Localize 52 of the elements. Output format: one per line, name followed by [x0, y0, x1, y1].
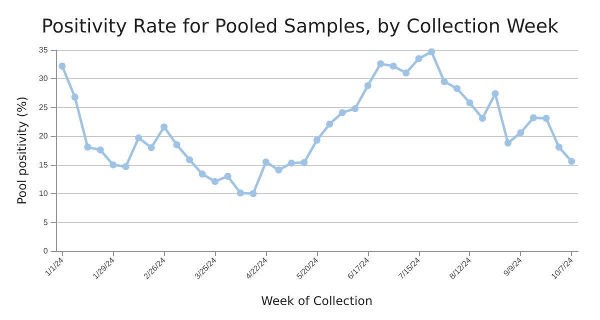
point: [96, 146, 104, 154]
point: [58, 62, 66, 70]
y-tick-label: 5: [43, 218, 48, 227]
point: [262, 158, 270, 166]
point: [478, 114, 486, 122]
point: [288, 160, 295, 167]
point: [236, 190, 244, 196]
y-tick-label: 30: [38, 74, 48, 84]
y-tick-label: 15: [38, 160, 48, 170]
point: [173, 141, 180, 148]
chart-title: Positivity Rate for Pooled Samples, by Collection Week: [41, 16, 559, 38]
point: [186, 156, 194, 164]
point: [338, 109, 346, 116]
y-tick-label: 35: [38, 46, 48, 54]
point: [198, 170, 206, 178]
point: [275, 166, 282, 174]
point: [300, 159, 308, 166]
y-tick-label: 0: [43, 246, 48, 256]
y-tick-label: 20: [38, 132, 48, 141]
point: [326, 120, 334, 128]
point: [568, 158, 576, 165]
point: [250, 190, 257, 198]
point: [122, 163, 130, 170]
point: [390, 62, 397, 70]
point: [377, 60, 384, 68]
point: [110, 161, 117, 168]
point: [212, 178, 219, 186]
x-axis-title: Week of Collection: [261, 294, 373, 308]
point: [402, 69, 410, 76]
point: [504, 140, 512, 147]
y-tick-label: 25: [38, 102, 48, 112]
point: [352, 105, 359, 112]
point: [224, 172, 232, 180]
y-axis-title: Pool positivity (%): [15, 96, 29, 205]
point: [542, 114, 550, 122]
point: [148, 144, 155, 152]
point: [454, 84, 460, 92]
point: [415, 55, 422, 62]
point: [466, 99, 474, 106]
point: [364, 82, 372, 90]
point: [517, 129, 524, 136]
point: [71, 94, 78, 101]
point: [428, 48, 436, 56]
point: [135, 134, 142, 142]
point: [84, 144, 92, 151]
point: [492, 90, 499, 98]
point: [160, 123, 168, 130]
point: [555, 144, 562, 151]
y-tick-label: 10: [38, 189, 48, 198]
point: [313, 136, 320, 144]
point: [440, 78, 448, 86]
point: [530, 114, 537, 122]
